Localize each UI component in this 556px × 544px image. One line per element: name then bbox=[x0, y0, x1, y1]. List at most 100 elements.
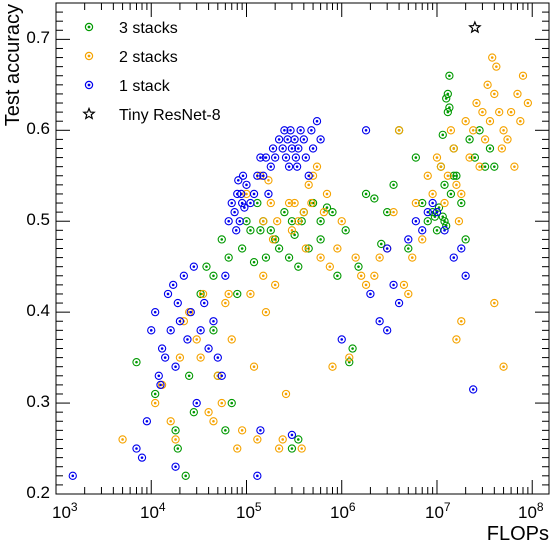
point-1-stack bbox=[200, 298, 209, 308]
point-1-stack bbox=[68, 471, 77, 480]
point-3-stacks bbox=[233, 289, 242, 299]
point-2-stacks bbox=[301, 244, 311, 253]
point-2-stacks bbox=[475, 162, 484, 171]
point-2-stacks bbox=[423, 171, 432, 180]
point-2-stacks bbox=[370, 271, 379, 280]
point-2-stacks bbox=[375, 253, 384, 262]
legend-marker-2-stacks bbox=[84, 51, 94, 61]
point-3-stacks bbox=[377, 239, 386, 249]
x-tick-label: 106 bbox=[330, 500, 356, 522]
point-2-stacks bbox=[268, 235, 278, 244]
point-3-stacks bbox=[287, 217, 297, 226]
point-1-stack bbox=[238, 171, 248, 180]
point-2-stacks bbox=[253, 435, 262, 444]
y-tick-label: 0.3 bbox=[26, 392, 50, 411]
point-2-stacks bbox=[192, 335, 201, 344]
point-1-stack bbox=[291, 153, 301, 162]
point-2-stacks bbox=[209, 417, 218, 426]
point-1-stack bbox=[189, 262, 198, 271]
point-3-stacks bbox=[189, 408, 198, 417]
point-3-stacks bbox=[173, 444, 182, 453]
point-2-stacks bbox=[217, 398, 226, 408]
legend-marker-3-stacks-dot bbox=[87, 25, 91, 29]
point-3-stacks bbox=[418, 198, 427, 208]
point-2-stacks bbox=[443, 171, 452, 180]
point-1-stack bbox=[383, 326, 392, 335]
point-2-stacks bbox=[233, 444, 242, 453]
y-tick-label: 0.5 bbox=[26, 210, 50, 229]
point-1-stack bbox=[284, 162, 294, 171]
point-1-stack bbox=[469, 385, 478, 394]
point-2-stacks bbox=[497, 144, 507, 153]
point-3-stacks bbox=[411, 153, 421, 162]
point-2-stacks bbox=[237, 426, 247, 435]
point-2-stacks bbox=[166, 417, 175, 426]
point-2-stacks bbox=[259, 271, 268, 280]
point-1-stack bbox=[280, 126, 289, 135]
point-2-stacks bbox=[287, 226, 297, 235]
point-1-stack bbox=[366, 289, 375, 299]
point-2-stacks bbox=[328, 362, 337, 371]
point-2-stacks bbox=[345, 353, 354, 362]
point-2-stacks bbox=[312, 162, 322, 171]
point-1-stack bbox=[173, 298, 182, 308]
point-3-stacks bbox=[475, 126, 484, 135]
point-1-stack bbox=[312, 117, 322, 126]
point-3-stacks bbox=[256, 226, 265, 235]
point-2-stacks bbox=[490, 298, 499, 308]
point-2-stacks bbox=[304, 180, 313, 190]
point-1-stack bbox=[186, 307, 195, 317]
point-2-stacks bbox=[325, 262, 334, 271]
point-2-stacks bbox=[290, 198, 299, 208]
point-3-stacks bbox=[490, 162, 499, 171]
point-3-stacks bbox=[430, 212, 440, 221]
y-tick-label: 0.6 bbox=[26, 119, 50, 138]
data-points bbox=[68, 20, 533, 480]
point-3-stacks bbox=[217, 235, 226, 244]
point-2-stacks bbox=[118, 435, 127, 444]
point-1-stack bbox=[404, 235, 413, 244]
point-2-stacks bbox=[411, 198, 421, 208]
point-2-stacks bbox=[499, 126, 508, 135]
point-2-stacks bbox=[457, 317, 466, 326]
point-1-stack bbox=[287, 430, 297, 440]
point-3-stacks bbox=[354, 262, 363, 271]
point-2-stacks bbox=[264, 176, 273, 185]
point-2-stacks bbox=[503, 135, 512, 144]
point-2-stacks bbox=[204, 408, 213, 417]
legend-marker-1-stack bbox=[84, 80, 94, 90]
point-3-stacks bbox=[209, 326, 218, 335]
point-1-stack bbox=[253, 171, 262, 180]
point-1-stack bbox=[440, 226, 449, 235]
point-2-stacks bbox=[171, 435, 180, 444]
point-1-stack bbox=[230, 207, 239, 217]
point-1-stack bbox=[237, 189, 246, 199]
point-2-stacks bbox=[198, 289, 208, 299]
point-3-stacks bbox=[227, 398, 236, 408]
point-2-stacks bbox=[259, 217, 268, 226]
point-3-stacks bbox=[361, 189, 371, 199]
point-3-stacks bbox=[446, 189, 456, 199]
point-3-stacks bbox=[445, 103, 454, 112]
point-2-stacks bbox=[457, 189, 466, 199]
point-1-stack bbox=[274, 135, 284, 144]
point-3-stacks bbox=[151, 389, 160, 399]
point-2-stacks bbox=[449, 144, 458, 153]
point-2-stacks bbox=[492, 62, 501, 71]
legend: 3 stacks 2 stacks 1 stack Tiny ResNet-8 bbox=[82, 20, 221, 124]
point-1-stack bbox=[266, 162, 275, 171]
x-tick-label: 107 bbox=[425, 500, 451, 522]
point-3-stacks bbox=[404, 244, 413, 253]
point-1-stack bbox=[411, 217, 421, 226]
point-1-stack bbox=[271, 153, 280, 162]
point-2-stacks bbox=[151, 398, 160, 408]
point-1-stack bbox=[361, 126, 371, 135]
point-1-stack bbox=[301, 153, 311, 162]
point-1-stack bbox=[292, 162, 302, 171]
point-3-stacks bbox=[480, 162, 490, 171]
y-tick-label: 0.7 bbox=[26, 28, 50, 47]
point-3-stacks bbox=[443, 89, 452, 99]
legend-label: 1 stack bbox=[119, 78, 171, 95]
point-2-stacks bbox=[278, 435, 287, 444]
point-2-stacks bbox=[357, 271, 366, 280]
